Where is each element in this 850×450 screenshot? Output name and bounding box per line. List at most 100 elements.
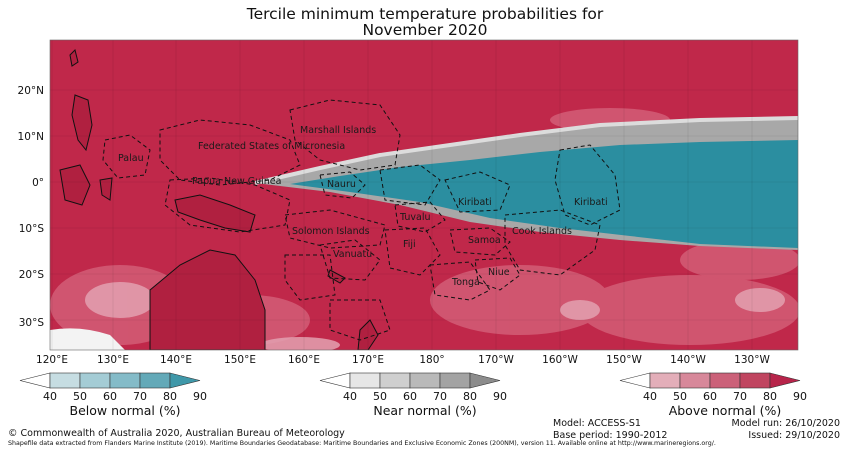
- colorbar-segment: [709, 372, 741, 389]
- colorbar-segment: [79, 372, 111, 389]
- lon-label: 130°E: [97, 354, 129, 366]
- lon-label: 160°E: [288, 354, 320, 366]
- lon-label: 150°E: [224, 354, 256, 366]
- sulawesi: [99, 177, 113, 201]
- eez-solomon: [284, 209, 386, 249]
- region-label: Tuvalu: [399, 212, 431, 223]
- above-normal-legend-label: Above normal (%): [668, 403, 782, 418]
- colorbar-segment: [409, 372, 441, 389]
- eez-palau: [102, 134, 151, 179]
- lat-label: 20°N: [18, 85, 44, 97]
- colorbar: 40 50 60 70 80 90: [19, 372, 207, 403]
- colorbar-segment: [109, 372, 141, 389]
- white-corner: [50, 328, 125, 350]
- colorbar-max-arrow: [169, 372, 201, 389]
- lon-label: 170°W: [478, 354, 514, 366]
- colorbar-tick-label: 60: [103, 390, 117, 403]
- below-normal-band: [290, 140, 798, 248]
- landmasses: [59, 49, 379, 350]
- colorbar-min-arrow: [619, 372, 651, 389]
- colorbar-tick-label: 80: [463, 390, 477, 403]
- colorbar-segment: [439, 372, 471, 389]
- model-run: Model run: 26/10/2020: [731, 418, 840, 429]
- taiwan: [69, 49, 79, 67]
- colorbar: 40 50 60 70 80 90: [319, 372, 507, 403]
- latitude-axis: 20°N 10°N 0° 10°S 20°S 30°S: [18, 85, 45, 329]
- below-normal-legend-label: Below normal (%): [69, 403, 181, 418]
- colorbar: 40 50 60 70 80 90: [619, 372, 807, 403]
- lat-label: 30°S: [19, 317, 45, 329]
- australia: [149, 249, 266, 350]
- near-normal-legend-label: Near normal (%): [373, 403, 477, 418]
- colorbar-min-arrow: [19, 372, 51, 389]
- colorbar-tick-label: 60: [403, 390, 417, 403]
- colorbar-tick-label: 50: [673, 390, 687, 403]
- region-label: Papua New Guinea: [192, 176, 281, 187]
- colorbar-tick-label: 90: [793, 390, 807, 403]
- eez-kiribati-line: [554, 144, 621, 226]
- region-label: Palau: [118, 153, 144, 164]
- colorbar-tick-label: 80: [763, 390, 777, 403]
- colorbar-segment: [379, 372, 411, 389]
- eez-samoa: [449, 227, 511, 256]
- region-label: Niue: [488, 267, 510, 278]
- copyright-notice: © Commonwealth of Australia 2020, Austra…: [8, 428, 345, 439]
- colorbar-segment: [349, 372, 381, 389]
- lat-label: 0°: [32, 177, 44, 189]
- colorbar-segment: [739, 372, 771, 389]
- eez-nz: [329, 299, 391, 341]
- title-line-2: November 2020: [362, 21, 488, 39]
- lon-label: 140°E: [160, 354, 192, 366]
- region-label: Kiribati: [458, 197, 492, 208]
- region-label: Fiji: [403, 239, 416, 250]
- map-title: Tercile minimum temperature probabilitie…: [0, 6, 850, 38]
- colorbar-tick-label: 50: [73, 390, 87, 403]
- eez-niue: [474, 257, 521, 291]
- lon-label: 130°W: [734, 354, 770, 366]
- colorbar-tick-label: 70: [733, 390, 747, 403]
- colorbar-tick-label: 40: [43, 390, 57, 403]
- title-line-1: Tercile minimum temperature probabilitie…: [246, 5, 604, 23]
- colorbar-tick-label: 90: [493, 390, 507, 403]
- region-label: Vanuatu: [333, 249, 372, 260]
- colorbar-segment: [49, 372, 81, 389]
- colorbar-tick-label: 90: [193, 390, 207, 403]
- colorbar-tick-label: 50: [373, 390, 387, 403]
- colorbar-max-arrow: [769, 372, 801, 389]
- eez-kiribati-phoenix: [444, 171, 511, 213]
- colorbar-segment: [649, 372, 681, 389]
- colorbar-tick-label: 70: [433, 390, 447, 403]
- region-label: Cook Islands: [512, 226, 572, 237]
- eez-nauru: [319, 171, 366, 199]
- eez-marshall: [289, 99, 401, 171]
- lon-label: 150°W: [606, 354, 642, 366]
- map-area: Marshall Islands Federated States of Mic…: [50, 40, 798, 350]
- eez-vanuatu: [319, 239, 381, 281]
- gridlines: [50, 40, 798, 350]
- region-label: Tonga: [451, 277, 480, 288]
- paler-patches: [85, 282, 785, 350]
- region-label: Kiribati: [574, 197, 608, 208]
- lon-label: 170°E: [352, 354, 384, 366]
- region-label: Federated States of Micronesia: [198, 141, 345, 152]
- lat-label: 10°S: [19, 223, 45, 235]
- lat-label: 20°S: [19, 269, 45, 281]
- model-info: Model: ACCESS-S1: [553, 418, 641, 429]
- colorbar-tick-label: 80: [163, 390, 177, 403]
- eez-boundaries: [102, 99, 621, 341]
- eez-cook: [504, 209, 601, 276]
- colorbar-segment: [679, 372, 711, 389]
- colorbar-tick-label: 40: [343, 390, 357, 403]
- new-zealand: [357, 319, 379, 350]
- eez-tuvalu: [394, 201, 446, 233]
- issued-date: Issued: 29/10/2020: [748, 430, 840, 441]
- lon-label: 120°E: [36, 354, 68, 366]
- longitude-axis: 120°E 130°E 140°E 150°E 160°E 170°E 180°…: [36, 354, 770, 366]
- region-label: Samoa: [468, 235, 501, 246]
- colorbar-tick-label: 70: [133, 390, 147, 403]
- map-border: [49, 39, 799, 351]
- colorbar-min-arrow: [319, 372, 351, 389]
- colorbar-segment: [139, 372, 171, 389]
- colorbar-max-arrow: [469, 372, 501, 389]
